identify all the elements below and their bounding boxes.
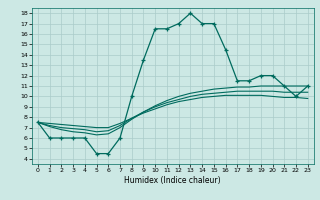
X-axis label: Humidex (Indice chaleur): Humidex (Indice chaleur) xyxy=(124,176,221,185)
